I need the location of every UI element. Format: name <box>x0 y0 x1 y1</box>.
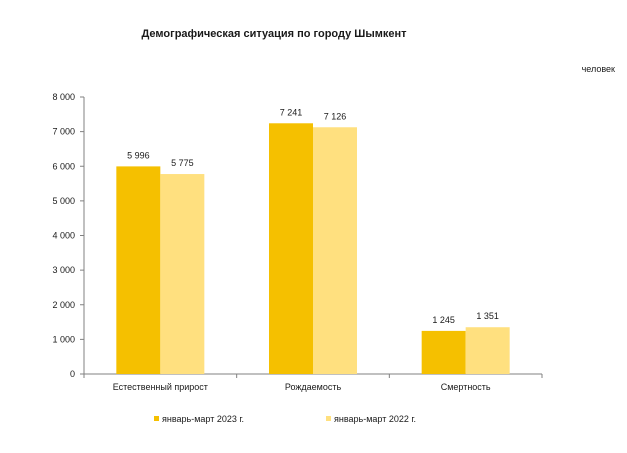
bars <box>116 123 510 375</box>
legend-label: январь-март 2023 г. <box>162 414 244 424</box>
unit-label: человек <box>582 64 615 74</box>
bar <box>421 330 466 374</box>
y-tick-label: 1 000 <box>52 334 75 344</box>
data-label: 1 351 <box>476 311 499 321</box>
bar <box>313 127 357 374</box>
y-tick-label: 2 000 <box>52 300 75 310</box>
legend-swatch <box>154 416 159 421</box>
x-category-label: Смертность <box>441 382 491 392</box>
data-labels: 5 996 5 775 7 241 7 126 1 245 1 351 <box>127 107 499 325</box>
data-label: 7 241 <box>280 107 303 117</box>
x-category-label: Рождаемость <box>285 382 342 392</box>
legend-label: январь-март 2022 г. <box>334 414 416 424</box>
legend: январь-март 2023 г. январь-март 2022 г. <box>154 414 416 424</box>
y-tick-label: 5 000 <box>52 196 75 206</box>
y-tick-label: 4 000 <box>52 231 75 241</box>
data-label: 5 775 <box>171 158 194 168</box>
data-label: 7 126 <box>324 111 347 121</box>
bar <box>465 327 510 374</box>
data-label: 1 245 <box>432 315 455 325</box>
y-tick-label: 3 000 <box>52 265 75 275</box>
y-tick-label: 7 000 <box>52 127 75 137</box>
y-tick-label: 0 <box>70 369 75 379</box>
x-category-label: Естественный прирост <box>113 382 208 392</box>
bar <box>160 174 205 374</box>
legend-swatch <box>326 416 331 421</box>
y-tick-label: 8 000 <box>52 92 75 102</box>
y-tick-label: 6 000 <box>52 161 75 171</box>
bar <box>116 166 161 374</box>
chart-title: Демографическая ситуация по городу Шымке… <box>141 28 407 40</box>
bar <box>269 123 313 375</box>
data-label: 5 996 <box>127 150 150 160</box>
